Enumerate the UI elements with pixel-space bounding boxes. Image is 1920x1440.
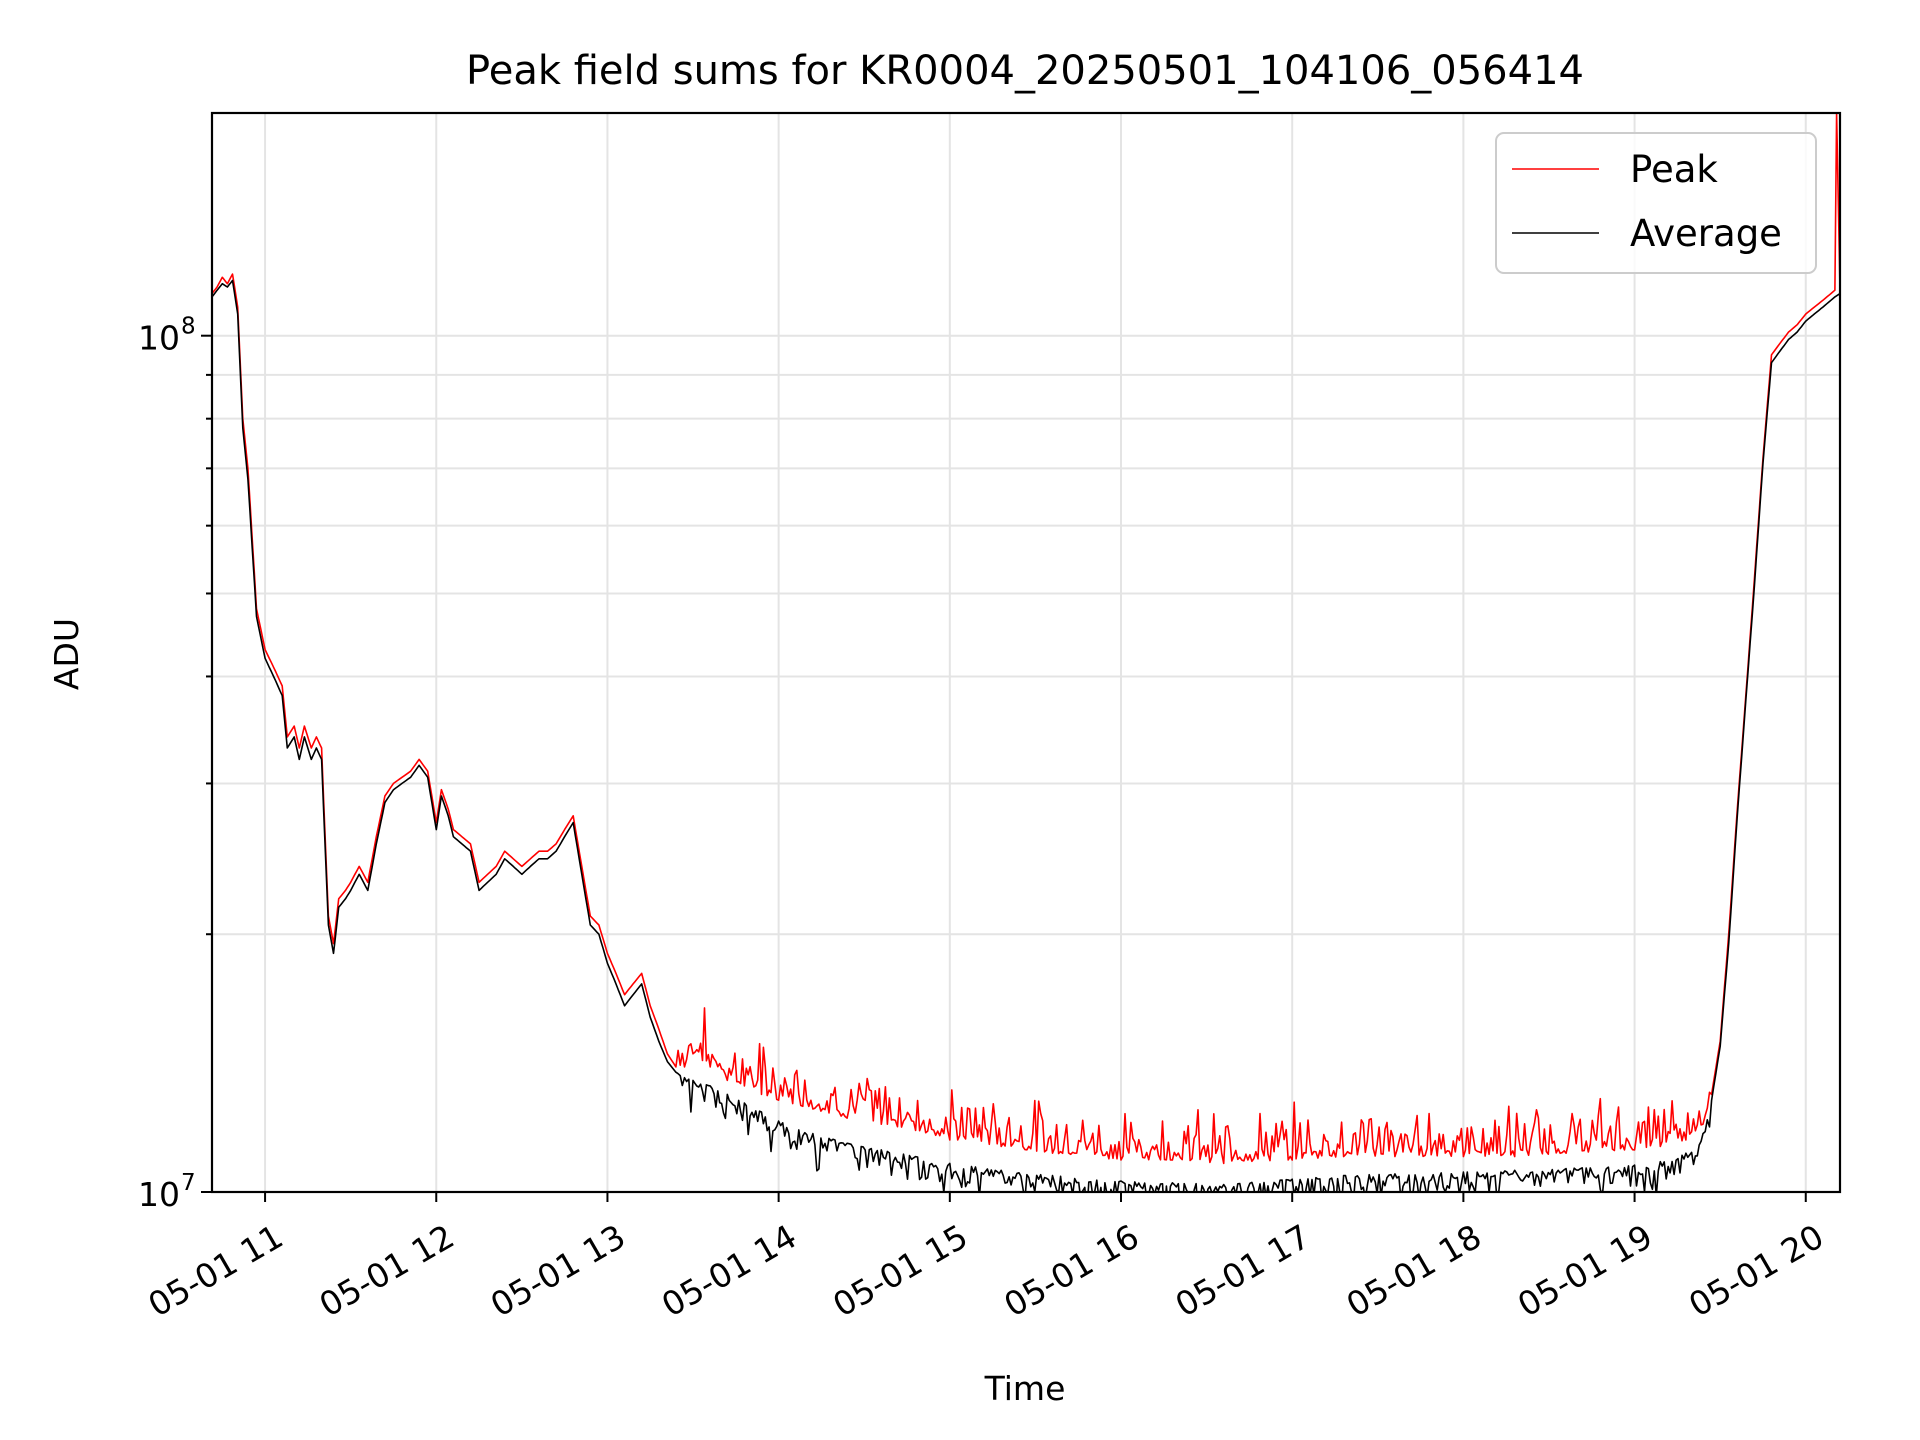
- chart-title: Peak field sums for KR0004_20250501_1041…: [466, 48, 1584, 94]
- plot-area: [212, 113, 1840, 1192]
- x-axis-label: Time: [984, 1369, 1066, 1408]
- series-line-peak: [212, 113, 1840, 1165]
- legend-label-average: Average: [1630, 212, 1782, 255]
- y-tick-exponent: 8: [181, 314, 196, 340]
- y-tick-exponent: 7: [181, 1170, 196, 1196]
- y-tick-label: 10: [138, 319, 180, 358]
- series-line-average: [212, 279, 1840, 1192]
- plot-frame: [210, 111, 1842, 1194]
- y-axis-label: ADU: [47, 618, 86, 690]
- legend: Peak Average: [1495, 132, 1817, 274]
- y-tick-label: 10: [138, 1175, 180, 1214]
- legend-label-peak: Peak: [1630, 148, 1718, 191]
- series-layer: [212, 113, 1840, 1192]
- legend-box: [1495, 132, 1817, 274]
